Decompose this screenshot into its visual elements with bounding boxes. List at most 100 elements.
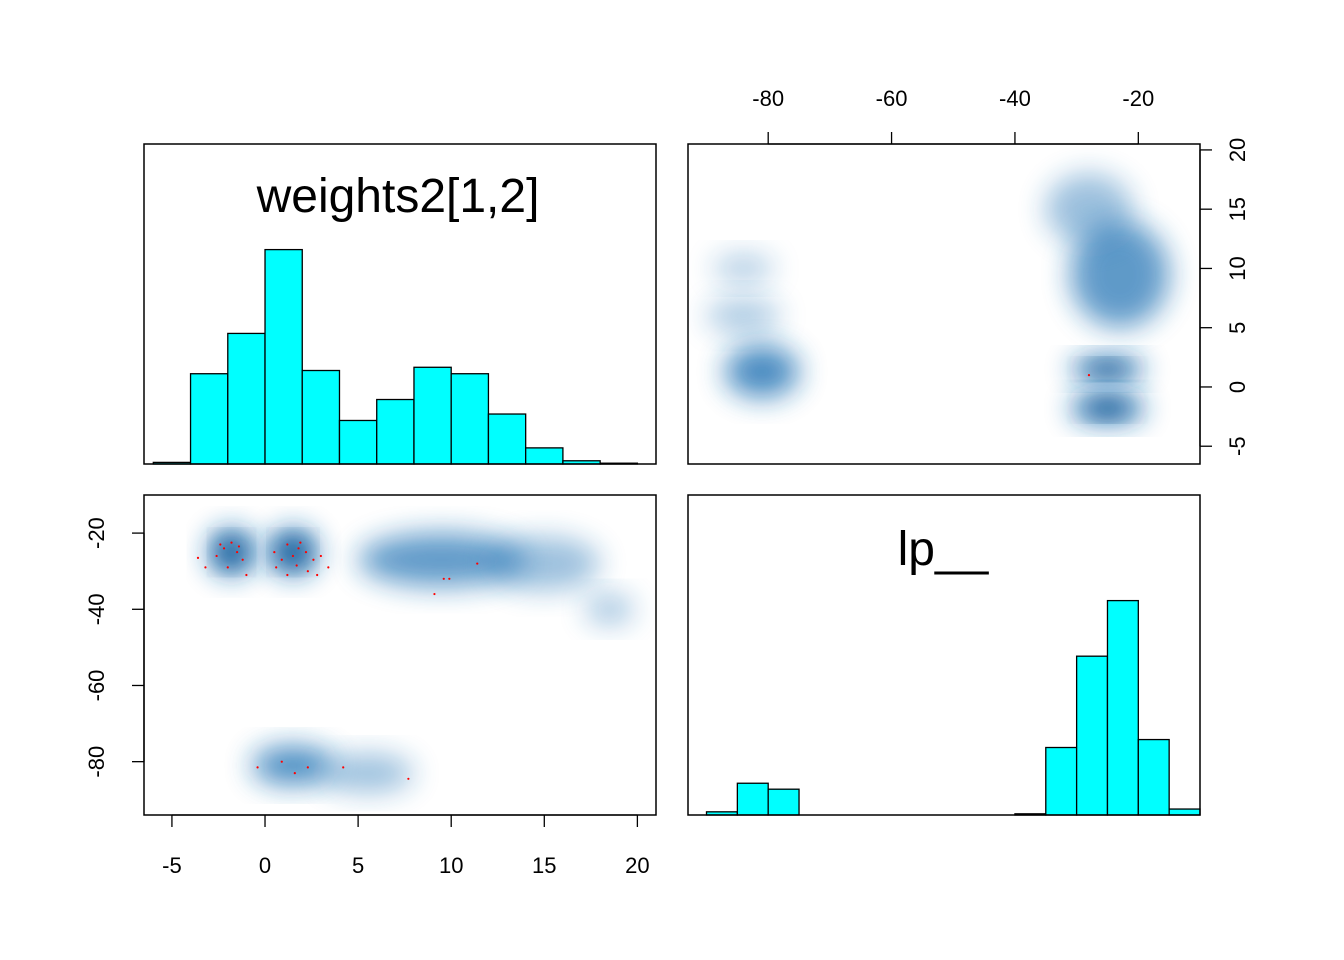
bottom-x-tick-label: 20 (625, 853, 649, 878)
bottom-left-outlier-point (215, 554, 218, 558)
weights-hist-bar (376, 398, 415, 465)
bottom-left-outlier-point (433, 592, 436, 596)
top-x-tick-label: -20 (1122, 86, 1154, 111)
panel-top-left-frame (143, 143, 657, 465)
bottom-left-outlier-point (256, 766, 259, 769)
bottom-left-outlier-point (476, 562, 479, 565)
lp-hist-bar (1168, 808, 1201, 816)
top-right-density-core (1087, 400, 1128, 417)
bottom-left-outlier-point (295, 564, 298, 567)
lp-hist-bar (767, 788, 800, 816)
bottom-x-tick-label: 0 (259, 853, 271, 878)
top-x-tick-label: -80 (752, 86, 784, 111)
weights-hist-bar (189, 373, 229, 465)
bottom-left-outlier-point (286, 573, 289, 577)
top-x-tick-label: -40 (999, 86, 1031, 111)
bottom-left-outlier-point (304, 551, 308, 554)
right-y-tick-label: 15 (1225, 197, 1250, 221)
left-y-axis: -80 -60 -40 -20 (84, 517, 145, 778)
left-y-tick-label: -20 (84, 517, 109, 549)
right-y-tick-label: -5 (1225, 436, 1250, 456)
right-y-tick-label: 5 (1225, 322, 1250, 334)
bottom-left-density-region (488, 536, 601, 591)
left-y-tick-label: -60 (84, 670, 109, 702)
right-y-tick-label: 20 (1225, 138, 1250, 162)
bottom-left-outlier-point (196, 556, 200, 559)
right-y-tick-label: 10 (1225, 256, 1250, 280)
bottom-x-tick-label: 5 (352, 853, 364, 878)
panel-bottom-left: -5 0 5 10 15 20 -80 -60 -40 -20 (84, 494, 657, 878)
panel-title-lp: lp__ (898, 523, 990, 576)
right-y-axis: -5 0 5 10 15 20 (1199, 138, 1250, 456)
lp-hist-bar (1106, 599, 1139, 816)
bottom-left-outlier-point (306, 766, 309, 769)
weights-hist-bar (525, 447, 564, 465)
bottom-left-outlier-point (342, 766, 345, 769)
bottom-left-density-region (585, 594, 634, 625)
panel-bottom-right-frame (687, 494, 1201, 816)
panel-title-weights: weights2[1,2] (256, 170, 540, 223)
lp-hist-bar (736, 782, 769, 816)
panel-bottom-right: lp__ (687, 494, 1201, 816)
bottom-left-outlier-point (222, 547, 226, 550)
bottom-left-density-region (358, 533, 526, 587)
top-right-density-region (1070, 221, 1170, 328)
top-right-density-core (1087, 362, 1128, 376)
bottom-left-density-region (251, 746, 334, 785)
bottom-left-outlier-point (299, 541, 302, 544)
bottom-left-outlier-point (306, 570, 309, 573)
bottom-left-outlier-point (291, 554, 295, 558)
bottom-left-outlier-point (407, 777, 410, 780)
left-y-tick-label: -40 (84, 593, 109, 625)
bottom-left-outlier-point (280, 760, 283, 763)
bottom-left-outlier-point (230, 541, 233, 544)
bottom-left-outlier-point (204, 566, 207, 569)
top-right-outlier-point (1087, 374, 1091, 377)
bottom-left-density-region (320, 754, 414, 793)
bottom-left-outlier-point (245, 573, 248, 577)
right-y-tick-label: 0 (1225, 381, 1250, 393)
weights-hist-bar (301, 369, 341, 465)
weights-hist-bar (413, 366, 452, 465)
bottom-left-outlier-point (316, 573, 319, 577)
bottom-x-tick-label: 15 (532, 853, 556, 878)
weights-hist-bar (264, 248, 303, 465)
left-y-tick-label: -80 (84, 746, 109, 778)
bottom-left-outlier-point (319, 554, 322, 558)
top-right-density-region (712, 254, 775, 283)
lp-hist-bar (1045, 746, 1078, 816)
bottom-left-outlier-point (327, 566, 330, 569)
bottom-left-outlier-point (297, 547, 300, 550)
bottom-left-outlier-point (241, 558, 244, 561)
weights-hist-bar (227, 332, 266, 465)
top-right-density-region (706, 298, 781, 334)
bottom-left-density-core (219, 539, 244, 565)
bottom-x-tick-label: -5 (162, 853, 182, 878)
top-right-density-region (725, 345, 800, 398)
bottom-left-outlier-point (286, 543, 289, 546)
bottom-left-outlier-point (237, 545, 241, 548)
weights-hist-bar (338, 419, 378, 465)
weights-hist-bar (450, 373, 490, 465)
top-right-density-region (1045, 173, 1133, 245)
bottom-left-density-core (279, 539, 307, 565)
bottom-left-outlier-point (275, 566, 278, 569)
lp-hist-bar (1137, 738, 1170, 816)
lp-hist-bar (1075, 655, 1109, 816)
bottom-left-outlier-point (235, 551, 239, 554)
bottom-x-tick-label: 10 (439, 853, 463, 878)
top-x-tick-label: -60 (876, 86, 908, 111)
bottom-left-outlier-point (219, 543, 222, 546)
bottom-left-outlier-point (280, 558, 283, 561)
bottom-left-outlier-point (273, 551, 276, 554)
weights-hist-bar (487, 413, 527, 465)
bottom-left-outlier-point (293, 771, 296, 775)
bottom-left-outlier-point (448, 577, 451, 580)
bottom-left-outlier-point (226, 566, 229, 569)
panel-top-left: weights2[1,2] (143, 143, 657, 465)
top-x-axis: -80 -60 -40 -20 (752, 86, 1154, 145)
bottom-left-outlier-point (442, 577, 445, 580)
panel-top-right: -80 -60 -40 -20 -5 0 5 10 15 20 (687, 86, 1250, 465)
